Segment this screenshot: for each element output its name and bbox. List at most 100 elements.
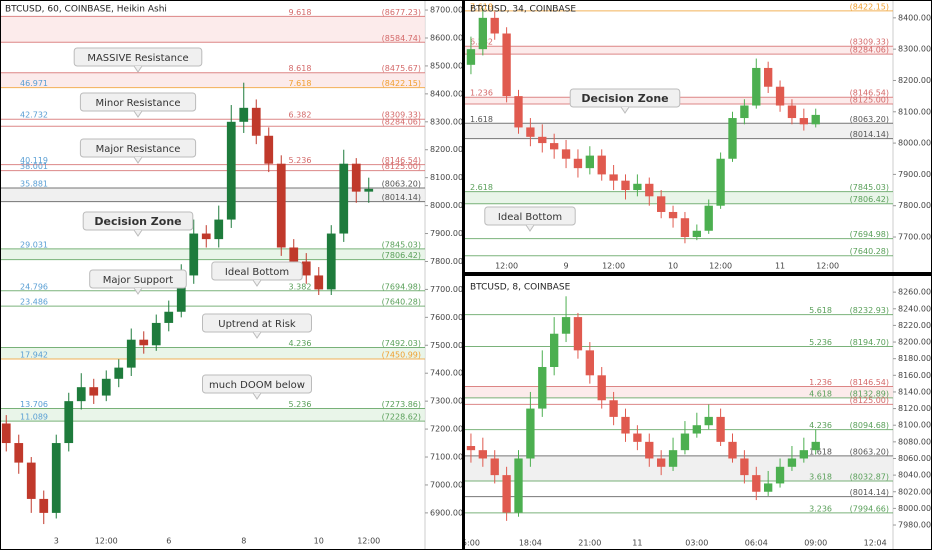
level-price-label: (8125.00) bbox=[850, 396, 889, 405]
candle-body bbox=[264, 135, 274, 164]
candle-body bbox=[51, 443, 61, 513]
fib-ratio-label: 1.618 bbox=[809, 447, 832, 456]
callout-text: Uptrend at Risk bbox=[218, 319, 296, 330]
callout-pointer bbox=[133, 65, 143, 73]
candle-body bbox=[585, 350, 594, 376]
fib-ratio-label: 5.236 bbox=[809, 338, 832, 347]
fib-ratio-label: 7.618 bbox=[289, 79, 312, 88]
candle-body bbox=[226, 121, 236, 220]
y-tick-label: 8300.00 bbox=[430, 117, 463, 126]
level-price-label: (7492.03) bbox=[382, 339, 421, 348]
candle-body bbox=[573, 158, 583, 169]
fib-ratio-label: 8.618 bbox=[289, 64, 312, 73]
candle-body bbox=[101, 378, 111, 396]
x-tick-label: 6 bbox=[166, 537, 171, 546]
x-tick-label: 10 bbox=[314, 537, 324, 546]
level-price-label: (8014.14) bbox=[382, 193, 421, 202]
candle-body bbox=[764, 483, 773, 492]
candle-body bbox=[502, 33, 511, 97]
level-price-label: (8063.20) bbox=[382, 179, 421, 188]
level-zone bbox=[465, 455, 893, 482]
callout-pointer bbox=[252, 279, 262, 287]
level-zone bbox=[465, 46, 893, 55]
level-price-label: (7694.98) bbox=[382, 282, 421, 291]
y-tick-label: 8200.00 bbox=[898, 76, 931, 85]
callout-text: Ideal Bottom bbox=[498, 212, 562, 223]
level-price-label: (8132.89) bbox=[850, 389, 889, 398]
candle-body bbox=[775, 86, 785, 106]
candle-body bbox=[597, 155, 606, 175]
candle-body bbox=[126, 339, 136, 368]
level-price-label: (8094.68) bbox=[850, 421, 889, 430]
callout-text: Decision Zone bbox=[94, 215, 181, 228]
candle-body bbox=[692, 230, 701, 238]
level-price-label: (7694.98) bbox=[850, 230, 889, 239]
callout-text: Major Support bbox=[103, 275, 174, 286]
callout-pointer bbox=[133, 156, 143, 164]
y-tick-label: 8040.00 bbox=[898, 471, 931, 480]
level-price-label: (8125.00) bbox=[382, 162, 421, 171]
candle-body bbox=[645, 183, 654, 197]
level-price-label: (7806.42) bbox=[382, 251, 421, 260]
level-price-label: (8422.15) bbox=[382, 79, 421, 88]
level-zone bbox=[465, 386, 893, 398]
candle-body bbox=[716, 416, 725, 442]
fib-ratio-label: 3.382 bbox=[289, 282, 312, 291]
callout-text: Ideal Bottom bbox=[225, 267, 289, 278]
level-price-label: (8309.33) bbox=[382, 111, 421, 120]
level-left-label: 38.001 bbox=[20, 162, 48, 171]
level-price-label: (7273.86) bbox=[382, 400, 421, 409]
level-price-label: (8284.06) bbox=[850, 46, 889, 55]
candle-body bbox=[351, 163, 361, 192]
y-tick-label: 8100.00 bbox=[430, 173, 463, 182]
candle-body bbox=[276, 163, 286, 248]
y-tick-label: 7100.00 bbox=[430, 453, 463, 462]
level-left-label: 40.119 bbox=[20, 156, 48, 165]
level-price-label: (8125.00) bbox=[850, 95, 889, 104]
candle-body bbox=[538, 366, 547, 409]
candle-body bbox=[526, 127, 535, 137]
fib-ratio-label: 9.618 bbox=[289, 8, 312, 17]
candle-body bbox=[633, 433, 642, 442]
level-price-label: (8146.54) bbox=[850, 378, 889, 387]
level-price-label: (7640.28) bbox=[382, 298, 421, 307]
candle-body bbox=[339, 163, 349, 234]
level-price-label: (7806.42) bbox=[850, 195, 889, 204]
y-tick-label: 8160.00 bbox=[898, 371, 931, 380]
candle-body bbox=[314, 275, 324, 290]
y-tick-label: 7600.00 bbox=[430, 313, 463, 322]
candle-body bbox=[26, 462, 36, 499]
x-tick-label: 12:00 bbox=[709, 262, 732, 271]
y-tick-label: 8180.00 bbox=[898, 354, 931, 363]
y-tick-label: 8000.00 bbox=[898, 504, 931, 513]
candle-body bbox=[151, 322, 161, 346]
candle-body bbox=[680, 218, 690, 238]
x-tick-label: 12:04 bbox=[864, 539, 887, 548]
candle-body bbox=[597, 375, 606, 401]
candle-body bbox=[775, 466, 785, 484]
level-price-label: (8584.74) bbox=[382, 34, 421, 43]
y-tick-label: 7700.00 bbox=[898, 233, 931, 242]
x-tick-label: 12:00 bbox=[95, 537, 118, 546]
level-left-label: 46.971 bbox=[20, 79, 48, 88]
level-zone bbox=[465, 123, 893, 139]
candle-body bbox=[585, 155, 594, 169]
level-left-label: 17.942 bbox=[20, 350, 48, 359]
candle-body bbox=[502, 475, 511, 513]
level-price-label: (7228.62) bbox=[382, 413, 421, 422]
y-tick-label: 8600.00 bbox=[430, 33, 463, 42]
candle-body bbox=[668, 450, 678, 467]
level-price-label: (8063.20) bbox=[850, 115, 889, 124]
candle-body bbox=[478, 17, 487, 50]
fib-ratio-label: 1.618 bbox=[470, 115, 493, 124]
x-tick-label: 10 bbox=[668, 262, 678, 271]
candle-body bbox=[752, 475, 761, 492]
y-tick-label: 8000.00 bbox=[898, 139, 931, 148]
candle-body bbox=[550, 333, 559, 367]
candle-body bbox=[514, 458, 523, 513]
y-tick-label: 8500.00 bbox=[430, 61, 463, 70]
level-zone bbox=[0, 248, 425, 260]
candle-body bbox=[811, 114, 820, 125]
fib-ratio-label: 1.236 bbox=[470, 89, 493, 98]
candle-body bbox=[799, 118, 808, 125]
